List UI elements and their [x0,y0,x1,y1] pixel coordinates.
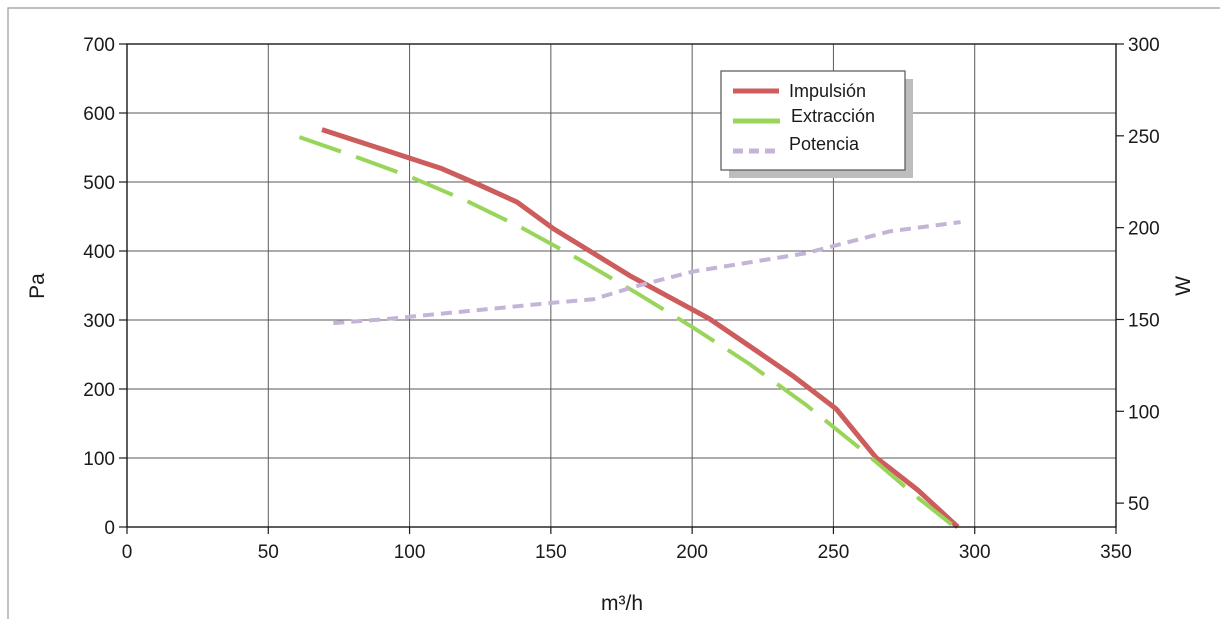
y-tick-label: 0 [104,518,115,539]
x-tick-label: 200 [676,542,708,563]
y2-axis-label: W [1172,276,1195,296]
y-tick-label: 200 [83,380,115,401]
y-axis-label: Pa [26,273,49,299]
x-tick-label: 50 [258,542,279,563]
y-tick-label: 600 [83,104,115,125]
x-tick-label: 0 [122,542,133,563]
x-tick-label: 100 [394,542,426,563]
y-tick-label: 500 [83,173,115,194]
x-tick-label: 300 [959,542,991,563]
y2-tick-label: 150 [1128,310,1160,331]
legend-label-impulsion: Impulsión [789,81,866,101]
x-tick-label: 350 [1100,542,1132,563]
series-line-potencia [333,220,961,326]
figure-border [7,7,1220,619]
y-tick-label: 700 [83,35,115,56]
x-tick-label: 250 [818,542,850,563]
y2-tick-label: 200 [1128,219,1160,240]
series-line-impulsion [321,127,960,529]
y2-tick-label: 300 [1128,35,1160,56]
y2-tick-label: 50 [1128,494,1149,515]
plot-area-border [126,43,1117,528]
y-tick-label: 400 [83,242,115,263]
x-tick-label: 150 [535,542,567,563]
series-group [298,127,961,529]
legend: Impulsión Extracción Potencia [720,70,913,178]
tick-group: 0 50 100 150 200 250 300 350 0 100 200 300 400 500 600… [83,35,1159,563]
y-tick-label: 300 [83,311,115,332]
series-line-extraccion [298,135,957,529]
legend-label-potencia: Potencia [789,134,860,154]
y2-tick-label: 100 [1128,402,1160,423]
x-axis-label: m³/h [601,592,643,615]
y-tick-label: 100 [83,449,115,470]
y2-tick-label: 250 [1128,127,1160,148]
legend-label-extraccion: Extracción [791,106,875,126]
